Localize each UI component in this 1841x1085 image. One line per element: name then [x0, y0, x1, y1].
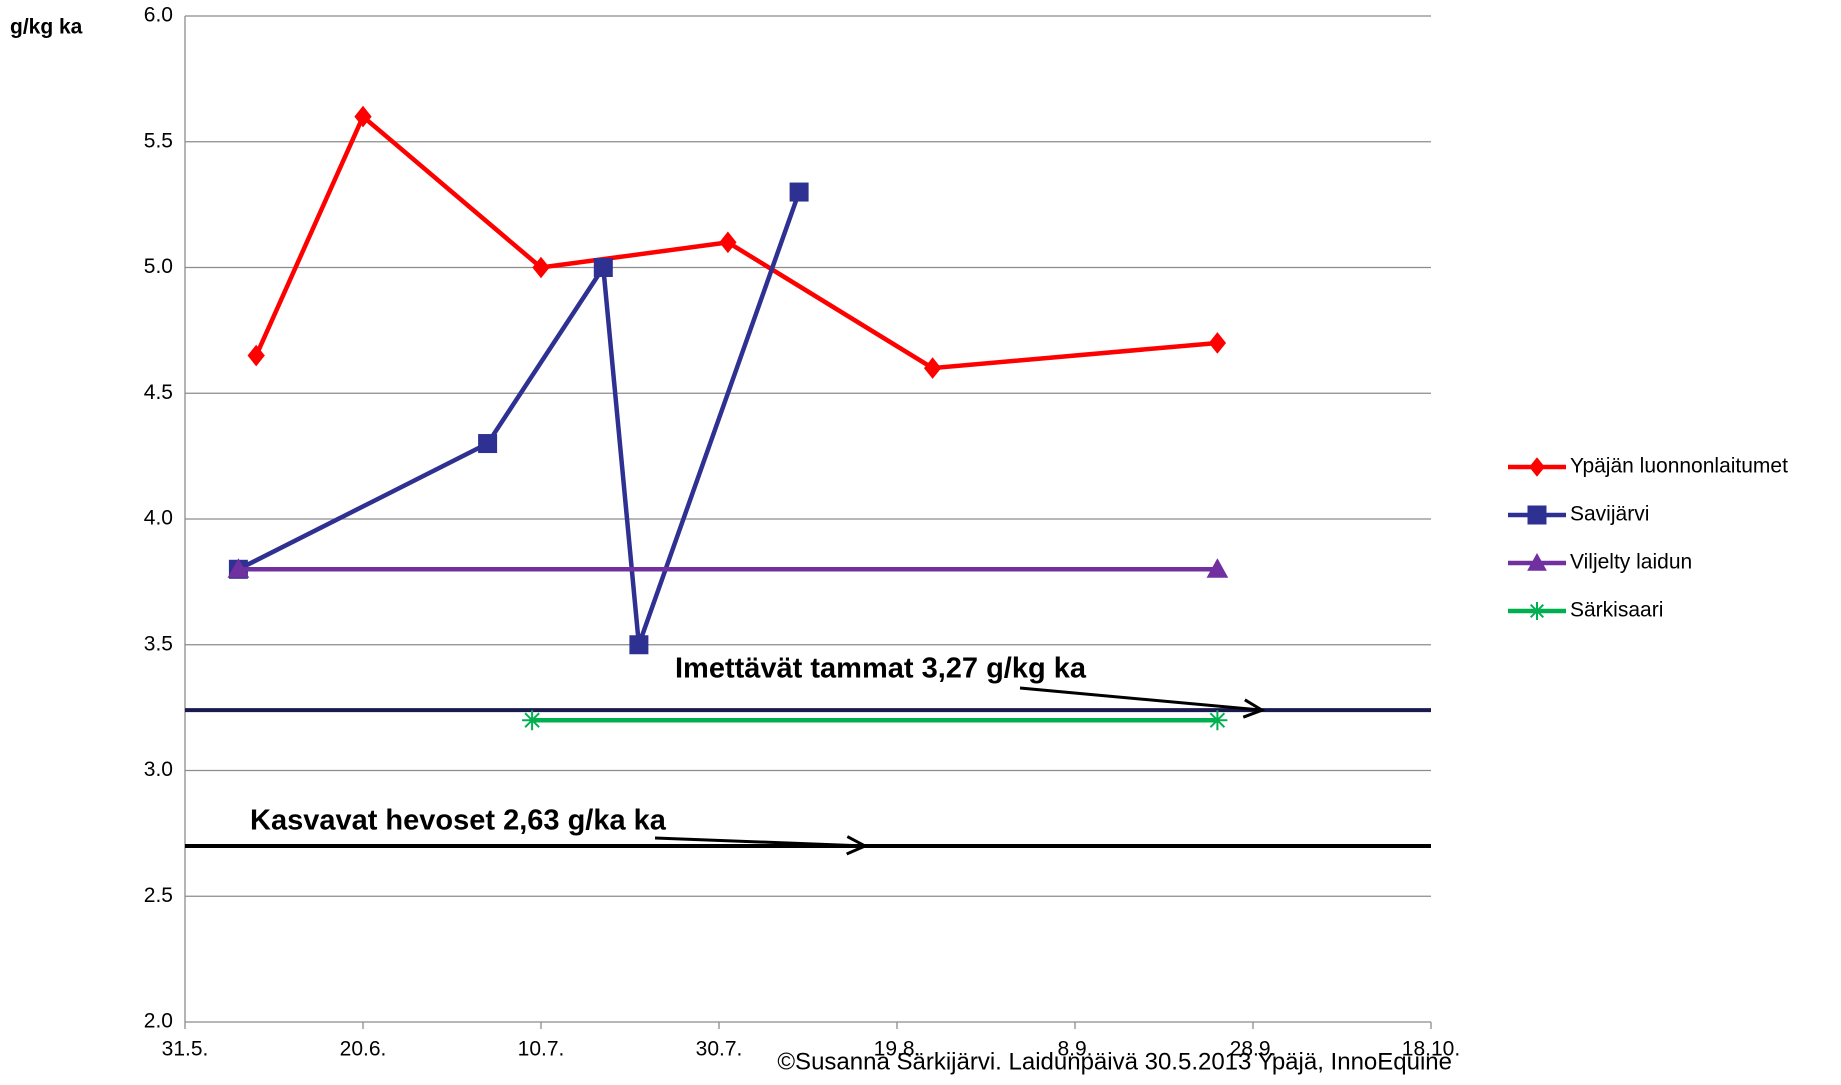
x-tick-label: 8.9. [1057, 1038, 1092, 1061]
y-tick-label: 3.5 [144, 632, 173, 655]
x-tick-label: 18.10. [1402, 1038, 1460, 1061]
y-tick-label: 4.0 [144, 507, 173, 530]
annotation: Imettävät tammat 3,27 g/kg ka [675, 653, 1087, 685]
marker [227, 558, 250, 578]
y-tick-label: 3.0 [144, 758, 173, 781]
x-tick-label: 28.9. [1230, 1038, 1277, 1061]
marker [1527, 552, 1547, 571]
marker [719, 231, 737, 254]
marker [923, 357, 942, 379]
legend-label: Savijärvi [1570, 503, 1649, 526]
legend-label: Särkisaari [1570, 599, 1663, 622]
annotation-arrow [1019, 686, 1263, 712]
legend-label: Ypäjän luonnonlaitumet [1570, 455, 1788, 478]
marker [1208, 332, 1227, 354]
x-tick-label: 30.7. [696, 1038, 743, 1061]
marker [532, 256, 550, 279]
marker [1527, 505, 1547, 525]
series-line [254, 112, 1218, 371]
y-tick-label: 5.5 [144, 129, 173, 152]
series-line [237, 191, 802, 646]
y-tick-label: 5.0 [144, 255, 173, 278]
marker [1529, 457, 1545, 477]
marker [478, 434, 498, 454]
annotation: Kasvavat hevoset 2,63 g/ka ka [250, 805, 667, 837]
marker [522, 710, 543, 731]
x-tick-label: 10.7. [518, 1038, 565, 1061]
marker [789, 182, 809, 202]
y-axis-label: g/kg ka [10, 16, 83, 39]
marker [593, 258, 613, 277]
marker [1528, 602, 1546, 620]
y-tick-label: 6.0 [144, 4, 173, 27]
footer: ©Susanna Särkijärvi. Laidunpäivä 30.5.20… [777, 1048, 1452, 1075]
marker [354, 105, 372, 128]
y-tick-label: 2.0 [144, 1010, 173, 1033]
y-tick-label: 2.5 [144, 884, 173, 907]
marker [247, 344, 265, 367]
x-tick-label: 31.5. [162, 1038, 209, 1061]
arrow-head [846, 835, 869, 856]
x-tick-label: 20.6. [340, 1038, 387, 1061]
x-tick-label: 19.8. [874, 1038, 921, 1061]
arrow-head [1242, 698, 1266, 719]
y-tick-label: 4.5 [144, 381, 173, 404]
marker [1206, 558, 1229, 578]
marker [629, 635, 649, 655]
marker [1207, 710, 1228, 731]
legend-label: Viljelty laidun [1570, 551, 1692, 574]
annotation-arrow [654, 836, 866, 848]
